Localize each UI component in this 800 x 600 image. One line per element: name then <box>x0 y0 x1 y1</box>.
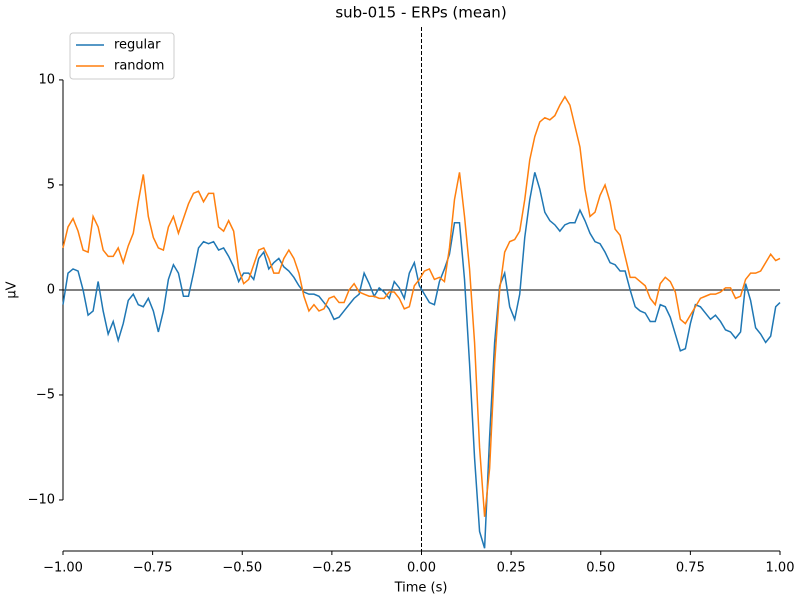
legend-label: random <box>114 59 164 74</box>
y-tick-label: −10 <box>28 492 55 507</box>
y-tick-label: 10 <box>38 72 55 87</box>
y-tick-label: 0 <box>47 282 55 297</box>
chart-title: sub-015 - ERPs (mean) <box>335 4 506 22</box>
y-tick-label: 5 <box>47 177 55 192</box>
x-tick-label: −0.25 <box>312 561 352 576</box>
y-tick-label: −5 <box>36 387 55 402</box>
x-tick-label: −1.00 <box>43 561 83 576</box>
x-tick-label: −0.50 <box>222 561 262 576</box>
legend-label: regular <box>114 38 161 53</box>
x-axis-label: Time (s) <box>394 581 448 596</box>
line-series <box>62 95 781 517</box>
x-tick-label: −0.75 <box>133 561 173 576</box>
x-tick-label: 0.25 <box>497 561 526 576</box>
line-series <box>62 172 781 549</box>
x-tick-label: 0.00 <box>407 561 436 576</box>
y-axis-label: µV <box>5 281 20 298</box>
x-tick-label: 0.75 <box>676 561 705 576</box>
x-tick-label: 1.00 <box>766 561 795 576</box>
x-tick-label: 0.50 <box>586 561 615 576</box>
